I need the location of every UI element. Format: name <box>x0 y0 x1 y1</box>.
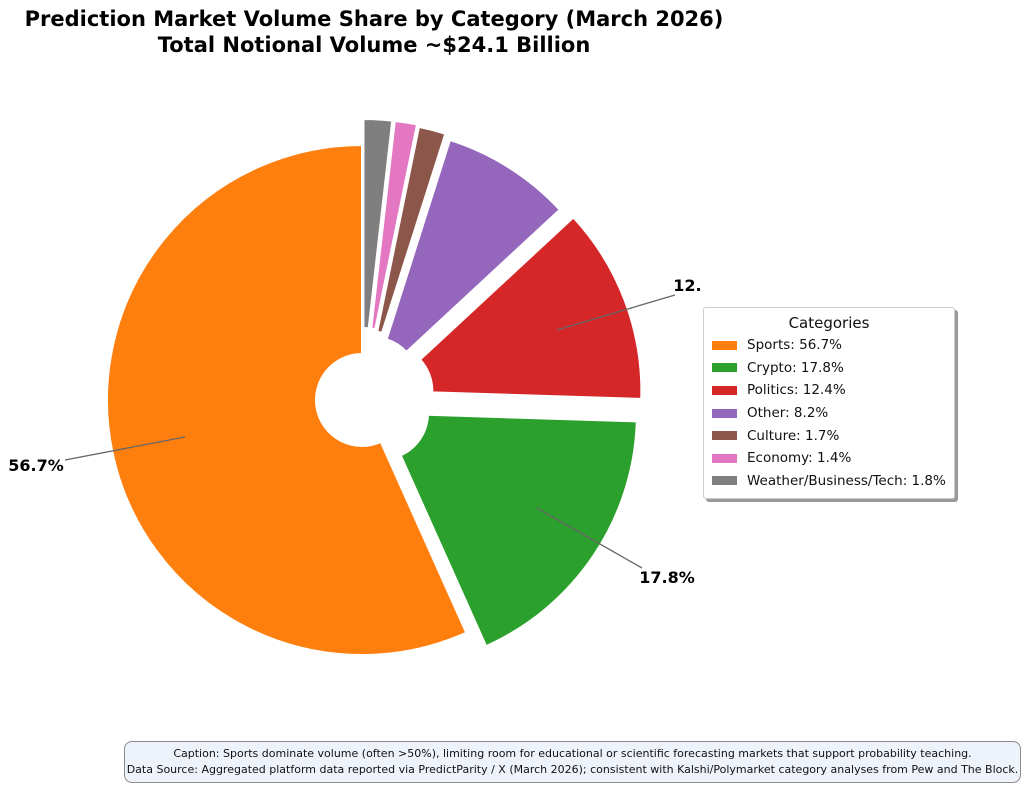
legend-label: Weather/Business/Tech: 1.8% <box>747 472 946 489</box>
legend-item: Sports: 56.7% <box>704 334 954 357</box>
slice-percent-label: 17.8% <box>639 568 695 587</box>
data-source-text: Data Source: Aggregated platform data re… <box>126 763 1019 776</box>
legend-swatch <box>712 476 737 486</box>
chart-title-line: Prediction Market Volume Share by Catego… <box>24 7 724 31</box>
caption-text: Caption: Sports dominate volume (often >… <box>173 747 972 760</box>
pie-slice-culture <box>376 125 447 335</box>
legend-label: Politics: 12.4% <box>747 382 846 399</box>
chart-subtitle: Total Notional Volume ~$24.1 Billion <box>157 33 591 57</box>
pie-slice-politics <box>418 216 643 400</box>
legend-swatch <box>712 453 737 463</box>
legend-item: Weather/Business/Tech: 1.8% <box>704 470 954 493</box>
legend-swatch <box>712 340 737 350</box>
legend-swatch <box>712 363 737 373</box>
slice-percent-label: 12.4% <box>673 276 700 295</box>
legend-label: Sports: 56.7% <box>747 337 843 354</box>
legend-label: Other: 8.2% <box>747 405 829 422</box>
legend-item: Crypto: 17.8% <box>704 357 954 380</box>
caption-box: Caption: Sports dominate volume (often >… <box>124 741 1021 783</box>
legend-swatch <box>712 431 737 441</box>
slice-percent-label: 56.7% <box>8 456 64 475</box>
legend-item: Politics: 12.4% <box>704 379 954 402</box>
legend-swatch <box>712 408 737 418</box>
legend: Categories Sports: 56.7% Crypto: 17.8% Pol… <box>703 307 955 500</box>
pie-slice-other <box>385 138 562 354</box>
legend-item: Culture: 1.7% <box>704 424 954 447</box>
pie-slice-economy <box>370 119 419 331</box>
leader-line <box>536 507 643 569</box>
legend-item: Economy: 1.4% <box>704 447 954 470</box>
pie-chart: 56.7% 17.8% 12.4% <box>8 118 700 656</box>
legend-title: Categories <box>788 314 870 332</box>
pie-slice-crypto <box>399 413 638 648</box>
legend-swatch <box>712 385 737 395</box>
leader-line <box>64 436 186 461</box>
legend-label: Crypto: 17.8% <box>747 359 844 376</box>
leader-line <box>556 294 676 331</box>
chart-title: Prediction Market Volume Share by Catego… <box>0 6 748 58</box>
pie-slice-sports <box>106 143 468 656</box>
legend-label: Economy: 1.4% <box>747 450 852 467</box>
pie-slice-weather-business-tech <box>362 118 394 330</box>
legend-item: Other: 8.2% <box>704 402 954 425</box>
legend-label: Culture: 1.7% <box>747 427 840 444</box>
